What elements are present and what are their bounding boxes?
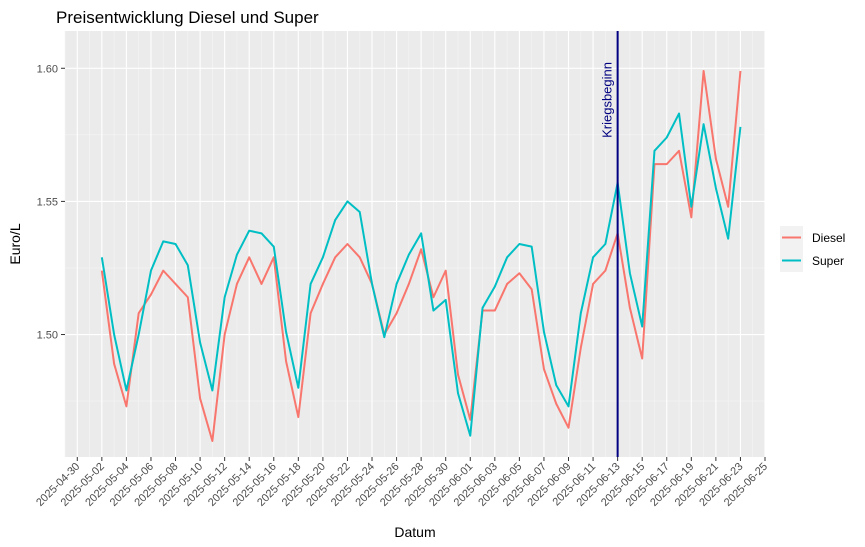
legend-label-super: Super [812,254,844,268]
legend: Diesel Super [780,226,845,272]
x-axis-title: Datum [394,524,435,540]
y-axis: 1.50 1.55 1.60 [37,63,65,342]
y-axis-title: Euro/L [7,223,23,264]
series-line-super [100,112,742,437]
kriegsbeginn-label: Kriegsbeginn [600,62,615,138]
x-axis: 2025-04-302025-05-022025-05-042025-05-06… [34,457,770,509]
series-line-diesel [100,69,742,443]
y-tick-label: 1.50 [37,330,58,342]
annotation-layer: Kriegsbeginn [600,31,619,457]
minor-gridlines [64,31,765,457]
y-tick-label: 1.55 [37,196,58,208]
y-tick-label: 1.60 [37,63,58,75]
series-layer [100,69,742,443]
legend-label-diesel: Diesel [812,231,845,245]
chart-title: Preisentwicklung Diesel und Super [56,8,319,27]
